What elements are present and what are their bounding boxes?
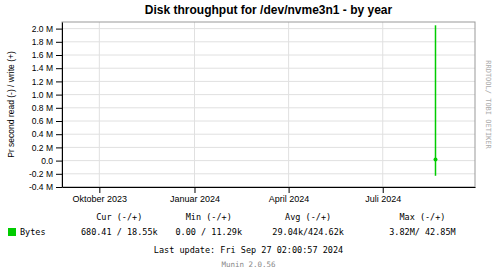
legend-swatch — [8, 228, 16, 236]
grid-line — [382, 22, 383, 187]
plot: Oktober 2023 Januar 2024 April 2024 Juli 20… — [29, 22, 476, 204]
watermark: RRDTOOL/ TOBI OETIKER — [484, 60, 492, 149]
grid — [62, 22, 475, 187]
tick-label: 1.2 M — [32, 77, 53, 87]
tick-label: Juli 2024 — [365, 194, 401, 204]
tick-label: 1.0 M — [32, 90, 53, 100]
plot-frame — [62, 22, 475, 187]
legend-label: Bytes — [20, 227, 46, 237]
tick-mark — [56, 161, 62, 162]
y-tick: -0.2 M — [29, 169, 62, 179]
tick-label: 0.4 M — [32, 129, 53, 139]
tick-label: 1.4 M — [32, 63, 53, 73]
tick-label: 2.0 M — [32, 24, 53, 34]
tick-mark — [383, 187, 384, 193]
footer-header: Min (-/+) — [186, 212, 232, 222]
tick-label: Oktober 2023 — [73, 194, 128, 204]
tick-mark — [56, 81, 62, 82]
tick-mark — [56, 29, 62, 30]
footer-value: 680.41 / 18.55k — [81, 227, 158, 237]
grid-line — [99, 22, 100, 187]
y-tick: 0.8 M — [32, 103, 62, 113]
tick-mark — [194, 187, 195, 193]
y-tick: 0.0 — [41, 156, 62, 166]
version: Munin 2.0.56 — [221, 260, 276, 269]
y-tick: 1.8 M — [32, 37, 62, 47]
last-update: Last update: Fri Sep 27 02:00:57 2024 — [154, 245, 343, 255]
grid-line — [62, 134, 475, 135]
grid-line — [62, 55, 475, 56]
y-tick: 1.4 M — [32, 63, 62, 73]
grid-line — [62, 107, 475, 108]
grid-line — [62, 147, 475, 148]
y-tick: 0.2 M — [32, 143, 62, 153]
tick-label: 0.6 M — [32, 116, 53, 126]
y-tick: 1.0 M — [32, 90, 62, 100]
tick-label: April 2024 — [269, 194, 310, 204]
tick-mark — [56, 147, 62, 148]
marks — [433, 25, 437, 175]
grid-line — [62, 41, 475, 42]
y-tick: 1.2 M — [32, 77, 62, 87]
grid-line — [62, 28, 475, 29]
tick-label: 1.6 M — [32, 50, 53, 60]
footer-value: 0.00 / 11.29k — [175, 227, 242, 237]
grid-line — [62, 173, 475, 174]
tick-label: Januar 2024 — [170, 194, 220, 204]
tick-mark — [99, 187, 100, 193]
tick-mark — [56, 95, 62, 96]
footer-value: 29.04k/424.62k — [272, 227, 344, 237]
grid-line — [62, 160, 475, 161]
x-tick: Januar 2024 — [170, 187, 220, 204]
tick-mark — [56, 174, 62, 175]
tick-mark — [56, 42, 62, 43]
footer-header: Avg (-/+) — [285, 212, 331, 222]
grid-line — [62, 121, 475, 122]
grid-line — [62, 81, 475, 82]
y-tick: 2.0 M — [32, 24, 62, 34]
tick-label: 0.0 — [41, 156, 53, 166]
tick-label: 0.2 M — [32, 143, 53, 153]
point — [433, 157, 437, 161]
footer-value: 3.82M/ 42.85M — [389, 227, 456, 237]
tick-mark — [56, 55, 62, 56]
x-tick: Juli 2024 — [365, 187, 401, 204]
tick-mark — [56, 187, 62, 188]
y-tick: 0.6 M — [32, 116, 62, 126]
x-tick: Oktober 2023 — [73, 187, 128, 204]
y-tick: -0.4 M — [29, 182, 62, 192]
tick-mark — [56, 121, 62, 122]
axis-line — [63, 187, 476, 188]
y-axis-label: Pr second read (-) / write (+) — [6, 51, 16, 158]
tick-label: -0.2 M — [29, 169, 53, 179]
tick-mark — [289, 187, 290, 193]
tick-mark — [56, 108, 62, 109]
line — [435, 25, 437, 175]
tick-label: 1.8 M — [32, 37, 53, 47]
footer-header: Max (-/+) — [399, 212, 445, 222]
y-tick: 0.4 M — [32, 129, 62, 139]
y-axis: -0.4 M -0.2 M 0.0 0.2 M 0.4 M 0.6 M 0.8 M 1.0 M… — [29, 23, 63, 193]
tick-mark — [56, 134, 62, 135]
grid-line — [194, 22, 195, 187]
chart: Oktober 2023 Januar 2024 April 2024 Juli 20… — [0, 0, 497, 275]
footer: Cur (-/+) Min (-/+) Avg (-/+) Max (-/+) 680.… — [8, 212, 456, 270]
axis-line — [62, 23, 63, 188]
grid-line — [62, 94, 475, 95]
y-tick: 1.6 M — [32, 50, 62, 60]
grid-line — [62, 68, 475, 69]
x-tick: April 2024 — [269, 187, 310, 204]
x-axis: Oktober 2023 Januar 2024 April 2024 Juli 20… — [63, 187, 476, 204]
tick-mark — [56, 68, 62, 69]
tick-label: 0.8 M — [32, 103, 53, 113]
title: Disk throughput for /dev/nvme3n1 - by ye… — [145, 3, 393, 17]
grid-line — [288, 22, 289, 187]
tick-label: -0.4 M — [29, 182, 53, 192]
footer-header: Cur (-/+) — [96, 212, 142, 222]
